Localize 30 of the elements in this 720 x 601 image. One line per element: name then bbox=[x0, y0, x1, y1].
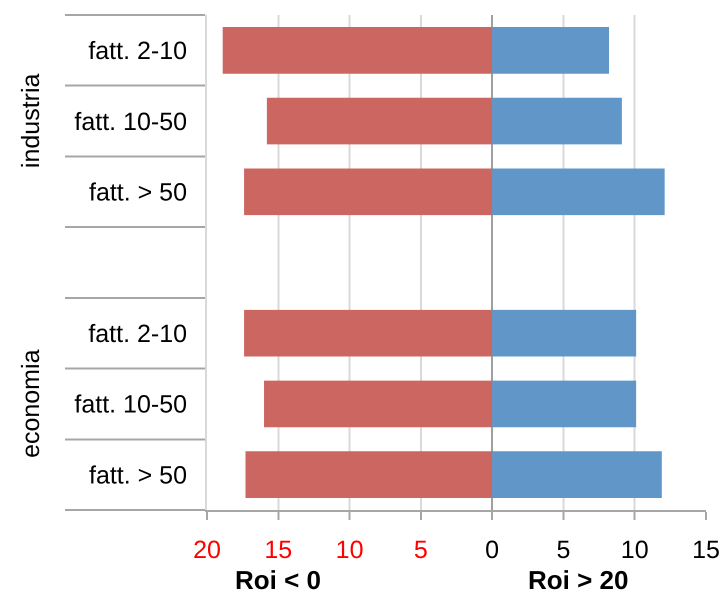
x-tick-label: 5 bbox=[414, 536, 428, 564]
x-tick-label: 0 bbox=[485, 536, 500, 564]
x-tick-label: 10 bbox=[620, 536, 649, 564]
bar bbox=[264, 380, 492, 428]
bar bbox=[492, 380, 636, 428]
y-axis-title: economia bbox=[17, 349, 46, 458]
y-tick-label: fatt. 2-10 bbox=[88, 320, 187, 348]
y-tick-label: fatt. 10-50 bbox=[74, 108, 187, 136]
x-tick-label: 15 bbox=[264, 536, 292, 564]
x-tick-label: 10 bbox=[336, 536, 364, 564]
bar bbox=[492, 451, 662, 498]
y-tick-label: fatt. > 50 bbox=[89, 461, 187, 490]
text: Roi < 0 bbox=[235, 565, 321, 595]
x-tick-label: 5 bbox=[556, 536, 570, 564]
bar bbox=[492, 310, 636, 357]
y-tick-label: fatt. 2-10 bbox=[88, 37, 187, 66]
bar bbox=[266, 98, 492, 144]
bar bbox=[244, 168, 492, 216]
bar bbox=[492, 27, 610, 74]
x-tick-label: 20 bbox=[193, 536, 221, 564]
y-tick-label: fatt. > 50 bbox=[89, 178, 187, 207]
bar bbox=[492, 168, 665, 216]
bar bbox=[245, 451, 492, 498]
bar bbox=[244, 310, 492, 357]
bar bbox=[222, 27, 492, 74]
text: Roi > 20 bbox=[528, 565, 628, 595]
y-tick-label: fatt. 10-50 bbox=[74, 390, 187, 419]
bar bbox=[492, 98, 622, 144]
y-axis-title: industria bbox=[16, 73, 45, 168]
x-tick-label: 15 bbox=[692, 536, 720, 564]
